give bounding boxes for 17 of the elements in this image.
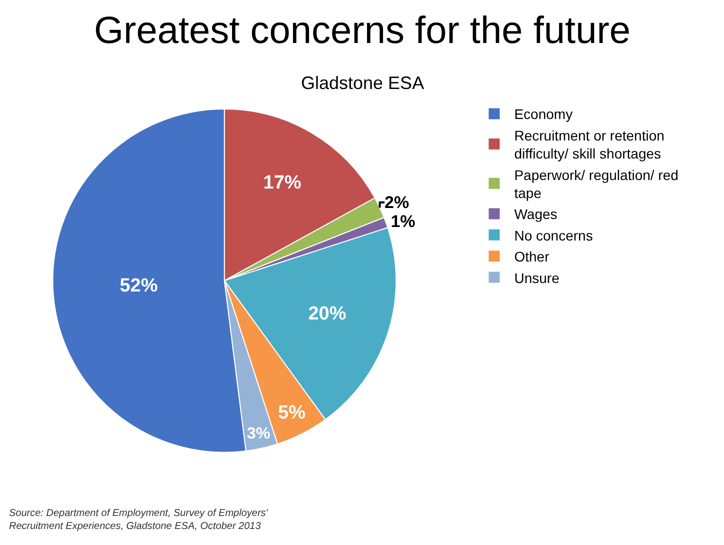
legend-label: Unsure bbox=[514, 270, 560, 286]
data-label: 3% bbox=[246, 424, 270, 442]
legend-label: No concerns bbox=[514, 227, 593, 244]
chart-subtitle: Gladstone ESA bbox=[301, 73, 424, 93]
data-label: 1% bbox=[390, 212, 416, 231]
data-label: 5% bbox=[278, 402, 306, 424]
legend-label: Wages bbox=[514, 206, 558, 222]
legend-label: Economy bbox=[514, 106, 573, 122]
source-note: Source: Department of Employment, Survey of Employers' Recruitment Experiences, Gladstone ESA, October 2013 bbox=[9, 508, 269, 532]
data-label: 2% bbox=[384, 192, 410, 212]
legend-label: Other bbox=[514, 248, 550, 265]
chart-title: Greatest concerns for the future bbox=[94, 10, 630, 52]
data-label: 20% bbox=[308, 304, 346, 325]
legend-label: Paperwork/ regulation/ red tape bbox=[514, 166, 678, 201]
legend-label: Recruitment or retention difficulty/ skill shortages bbox=[514, 127, 664, 162]
data-label: 52% bbox=[120, 276, 158, 297]
data-label: 17% bbox=[263, 172, 302, 194]
